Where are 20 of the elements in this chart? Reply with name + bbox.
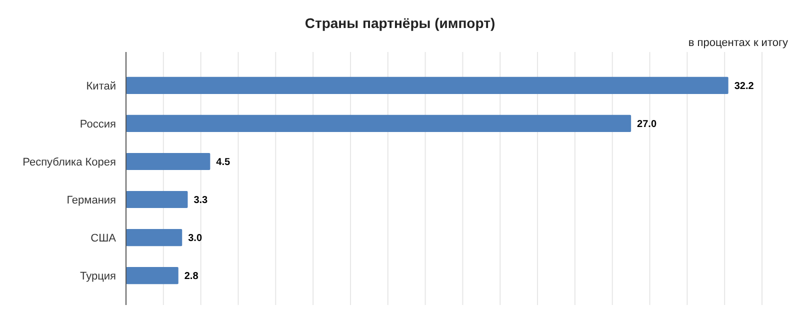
y-tick-label: США xyxy=(90,232,117,244)
data-label: 32.2 xyxy=(734,80,754,92)
y-tick-label: Китай xyxy=(86,80,116,92)
data-label: 3.3 xyxy=(194,195,208,206)
bar xyxy=(126,114,632,132)
data-label: 3.0 xyxy=(188,233,202,244)
bar xyxy=(126,228,182,246)
bar xyxy=(126,266,178,284)
chart-title: Страны партнёры (импорт) xyxy=(304,15,496,31)
bar xyxy=(126,152,210,170)
y-tick-label: Республика Корея xyxy=(22,156,116,168)
data-label: 4.5 xyxy=(216,156,231,168)
y-tick-label: Турция xyxy=(80,270,116,282)
data-label: 2.8 xyxy=(184,271,199,282)
bar xyxy=(126,190,188,208)
data-label: 27.0 xyxy=(637,118,657,130)
bar xyxy=(126,76,728,94)
y-tick-label: Россия xyxy=(80,118,116,130)
chart-subtitle: в процентах к итогу xyxy=(688,37,788,49)
y-tick-label: Германия xyxy=(66,194,116,206)
